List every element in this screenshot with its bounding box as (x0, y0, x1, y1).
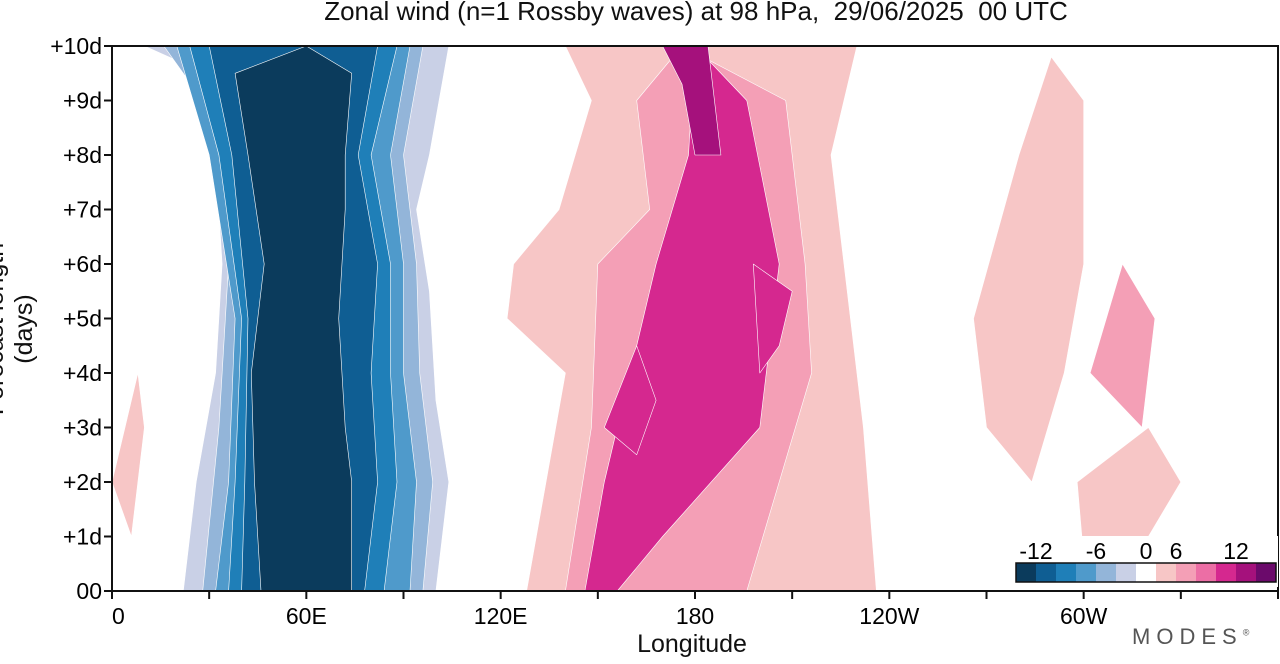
x-tick-label: 180 (676, 603, 714, 629)
brand-logo: MODES® (1132, 624, 1250, 649)
colorbar-swatch (1096, 563, 1117, 582)
colorbar-swatch (1256, 563, 1277, 582)
x-axis-label: Longitude (637, 630, 747, 658)
colorbar-swatch (1236, 563, 1257, 582)
y-axis: 00 +1d +2d +3d +4d +5d +6d +7d +8d +9d +10d (50, 33, 112, 604)
contour-band (234, 46, 353, 591)
colorbar-swatch (1036, 563, 1057, 582)
y-axis-label: Forecast length (days) (0, 242, 38, 416)
y-tick-label: +5d (63, 306, 102, 332)
colorbar-tick-label: 6 (1170, 538, 1183, 564)
x-tick-label: 120E (474, 603, 528, 629)
colorbar-legend: -12 -6 0 6 12 (1012, 536, 1278, 587)
colorbar-tick-label: -6 (1086, 538, 1106, 564)
colorbar-swatch (1116, 563, 1137, 582)
y-tick-label: +6d (63, 251, 102, 277)
contour-band (752, 263, 793, 374)
contour-bands (112, 46, 1182, 591)
y-tick-label: +9d (63, 88, 102, 114)
y-tick-label: 00 (76, 578, 102, 604)
y-tick-label: +10d (50, 33, 102, 59)
colorbar-swatch (1076, 563, 1097, 582)
colorbar-swatch (1196, 563, 1217, 582)
contour-band (603, 345, 657, 456)
colorbar-swatch (1016, 563, 1037, 582)
colorbar-swatch (1056, 563, 1077, 582)
colorbar-tick-label: -12 (1019, 538, 1052, 564)
colorbar-swatch (1136, 563, 1157, 582)
y-tick-label: +8d (63, 142, 102, 168)
y-tick-label: +2d (63, 469, 102, 495)
x-tick-label: 120W (859, 603, 919, 629)
contour-band (662, 46, 722, 156)
colorbar-swatch (1176, 563, 1197, 582)
colorbar-tick-label: 12 (1223, 538, 1249, 564)
x-tick-label: 60E (286, 603, 327, 629)
contour-band (112, 372, 145, 537)
x-axis: 0 60E 120E 180 120W 60W (111, 591, 1279, 629)
colorbar-tick-label: 0 (1140, 538, 1153, 564)
colorbar-swatch (1156, 563, 1177, 582)
y-tick-label: +1d (63, 524, 102, 550)
colorbar-swatch (1216, 563, 1237, 582)
x-tick-label: 60W (1060, 603, 1108, 629)
chart-title: Zonal wind (n=1 Rossby waves) at 98 hPa,… (324, 0, 1068, 26)
contour-band (1089, 263, 1156, 428)
y-tick-label: +7d (63, 197, 102, 223)
colorbar-frame (1015, 562, 1277, 583)
y-tick-label: +3d (63, 415, 102, 441)
y-tick-label: +4d (63, 360, 102, 386)
contour-band (973, 56, 1084, 483)
x-tick-label: 0 (112, 603, 125, 629)
